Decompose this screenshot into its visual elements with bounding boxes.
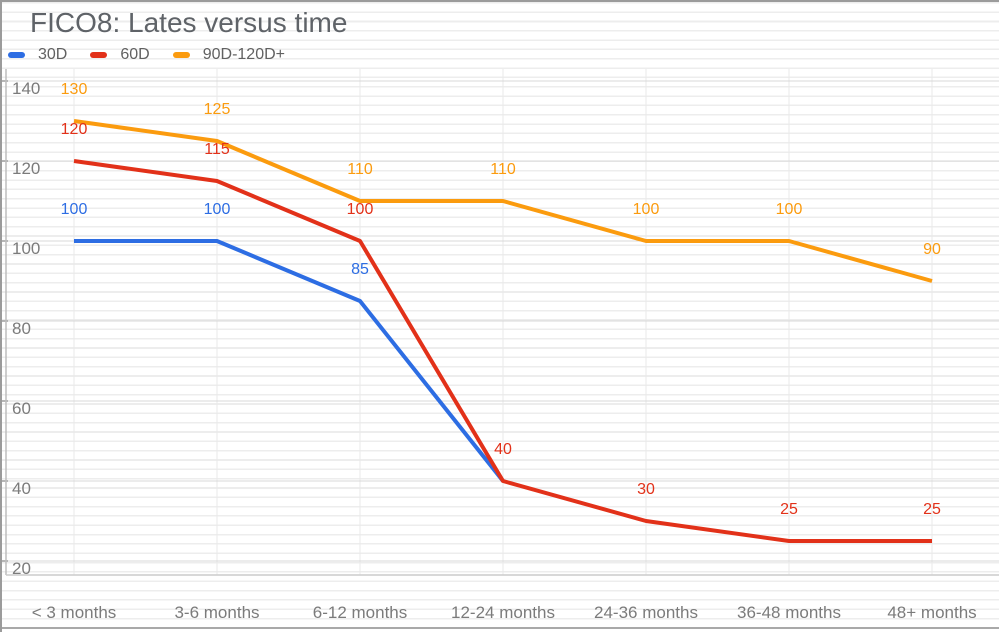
data-label-90d-120d+: 110 — [490, 161, 516, 178]
y-axis-label: 60 — [12, 399, 31, 418]
data-label-60d: 115 — [204, 141, 230, 158]
data-label-90d-120d+: 130 — [60, 81, 88, 98]
y-axis-label: 20 — [12, 559, 31, 578]
data-label-60d: 30 — [637, 481, 655, 498]
data-label-30d: 100 — [60, 201, 88, 218]
legend-item-60d[interactable]: 60D — [90, 46, 150, 64]
x-axis-label: 36-48 months — [737, 603, 841, 622]
chart-bottom-border — [2, 627, 999, 629]
y-axis-label: 120 — [12, 159, 41, 178]
data-label-90d-120d+: 100 — [775, 201, 803, 218]
data-label-60d: 100 — [346, 201, 374, 218]
data-label-60d: 25 — [923, 501, 941, 518]
series-line-60d — [73, 159, 932, 543]
legend-label-90d: 90D-120D+ — [202, 46, 285, 63]
legend-label-60d: 60D — [120, 46, 150, 63]
data-label-90d-120d+: 90 — [923, 241, 941, 258]
data-label-90d-120d+: 100 — [632, 201, 660, 218]
y-axis-label: 80 — [12, 319, 31, 338]
x-axis-label: 3-6 months — [174, 603, 260, 622]
legend-swatch-30d — [8, 52, 25, 58]
data-label-90d-120d+: 110 — [347, 161, 373, 178]
legend-item-30d[interactable]: 30D — [8, 46, 67, 64]
data-label-60d: 120 — [60, 121, 88, 138]
y-axis-label: 140 — [12, 79, 41, 98]
data-label-30d: 100 — [203, 201, 231, 218]
series-line-90d-120d+ — [73, 119, 933, 283]
x-axis-label: < 3 months — [31, 603, 117, 622]
legend-label-30d: 30D — [38, 46, 68, 63]
x-axis-label: 24-36 months — [594, 603, 698, 622]
series-line-30d — [74, 239, 505, 483]
chart-title: FICO8: Lates versus time — [30, 7, 348, 38]
x-axis-label: 12-24 months — [451, 603, 555, 622]
x-axis-label: 48+ months — [887, 603, 977, 622]
y-axis-label: 40 — [12, 479, 31, 498]
legend-swatch-60d — [90, 52, 108, 58]
x-axis-label: 6-12 months — [312, 603, 408, 622]
data-label-90d-120d+: 125 — [203, 101, 231, 118]
data-label-60d: 40 — [494, 441, 512, 458]
data-label-60d: 25 — [780, 501, 798, 518]
legend-swatch-90d — [172, 52, 190, 58]
data-label-30d: 85 — [351, 261, 369, 278]
legend-item-90d[interactable]: 90D-120D+ — [172, 46, 285, 64]
legend: 30D 60D 90D-120D+ — [8, 46, 308, 64]
y-axis-label: 100 — [12, 239, 41, 258]
